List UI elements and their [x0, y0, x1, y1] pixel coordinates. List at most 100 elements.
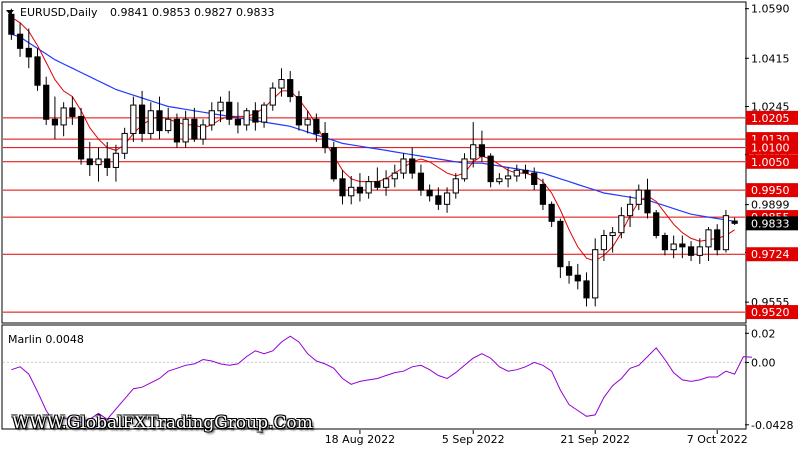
candle-body: [86, 158, 93, 166]
time-tick-label: 5 Sep 2022: [442, 433, 505, 446]
indicator-tick-label: 0.00: [751, 356, 776, 369]
candle-body: [513, 169, 520, 177]
candle-body: [339, 178, 346, 197]
candle-body: [635, 189, 642, 205]
level-price-tag: [746, 247, 798, 262]
candle-body: [60, 107, 67, 126]
candle-body: [687, 246, 695, 256]
candle-body: [417, 172, 425, 191]
ma-slow-line: [11, 33, 735, 222]
candle-body: [348, 186, 355, 197]
current-price-label: 0.9833: [751, 217, 790, 230]
candle-body: [574, 274, 581, 282]
candle-body: [260, 104, 268, 123]
candle-body: [278, 79, 285, 89]
candle-body: [548, 203, 555, 222]
candle-body: [626, 203, 634, 217]
candle-body: [670, 243, 677, 251]
level-price-tag: [746, 140, 798, 155]
candle-body: [461, 158, 468, 180]
ma-fast-line: [11, 16, 735, 262]
candle-body: [217, 101, 224, 112]
time-tick-label: 18 Aug 2022: [325, 433, 395, 446]
candle-body: [382, 178, 390, 188]
candle-body: [43, 84, 50, 120]
candle-body: [653, 212, 660, 237]
price-tick-label: 1.0590: [751, 3, 790, 16]
candle-body: [147, 110, 154, 134]
candle-body: [243, 110, 250, 126]
ohlc-values: 0.9841 0.9853 0.9827 0.9833: [110, 6, 274, 19]
candle-body: [252, 110, 259, 123]
time-tick-label: 21 Sep 2022: [560, 433, 630, 446]
candle-body: [522, 169, 529, 174]
candle-body: [269, 87, 276, 106]
price-tick-label: 0.9899: [751, 199, 790, 212]
candle-body: [95, 158, 102, 166]
candle-body: [365, 181, 372, 194]
candle-body: [374, 181, 381, 188]
candle-body: [714, 229, 721, 251]
candle-body: [104, 158, 111, 168]
level-price-label: 0.9520: [751, 306, 790, 319]
candle-body: [443, 192, 451, 205]
candle-body: [600, 235, 608, 251]
current-price-tag: [746, 216, 798, 231]
indicator-tick-label: 0.02: [751, 327, 776, 340]
level-price-tag: [746, 110, 798, 125]
candle-body: [156, 110, 163, 132]
candle-body: [182, 118, 189, 143]
candle-body: [705, 229, 712, 248]
candle-body: [400, 158, 407, 174]
candle-body: [313, 118, 320, 134]
price-tick-label: 1.0415: [751, 52, 790, 65]
watermark: WWW.GlobalFXTradingGroup.Com: [12, 413, 313, 433]
candle-body: [321, 132, 329, 149]
candle-body: [504, 175, 512, 180]
candle-body: [531, 172, 538, 185]
candle-body: [470, 144, 477, 160]
candle-body: [165, 118, 172, 132]
candle-body: [487, 155, 494, 183]
candle-body: [426, 189, 433, 197]
candle-body: [557, 220, 564, 268]
indicator-label: Marlin 0.0048: [8, 333, 84, 346]
main-pane[interactable]: [1, 1, 747, 324]
level-price-label: 1.0050: [751, 156, 790, 169]
candle-body: [696, 246, 703, 256]
price-tick-label: 1.0245: [751, 100, 790, 113]
triangle-down-icon[interactable]: [6, 10, 14, 15]
candle-body: [644, 189, 651, 214]
candle-body: [304, 118, 311, 126]
candle-body: [452, 178, 459, 194]
candle-body: [539, 183, 547, 205]
candle-body: [77, 115, 85, 160]
level-price-tag: [746, 154, 798, 169]
candle-body: [173, 118, 181, 143]
candle-body: [191, 118, 198, 140]
candle-body: [8, 13, 15, 35]
indicator-pane[interactable]: [1, 324, 747, 430]
candle-body: [478, 144, 486, 157]
candle-body: [722, 215, 730, 251]
candle-body: [112, 152, 120, 168]
candle-body: [51, 118, 59, 126]
marlin-line: [11, 335, 753, 425]
candle-body: [409, 158, 416, 174]
candle-body: [34, 56, 41, 86]
indicator-tick-label: -0.0428: [751, 419, 793, 432]
candle-body: [234, 118, 242, 126]
candle-body: [208, 110, 215, 126]
candle-body: [565, 266, 573, 276]
candle-body: [391, 172, 398, 180]
candle-body: [661, 235, 669, 251]
candle-body: [130, 104, 137, 134]
level-price-tag: [746, 305, 798, 320]
candle-body: [330, 147, 337, 180]
candle-body: [295, 96, 303, 126]
candle-body: [731, 220, 738, 224]
candle-body: [356, 186, 364, 194]
level-price-label: 1.0100: [751, 142, 790, 155]
